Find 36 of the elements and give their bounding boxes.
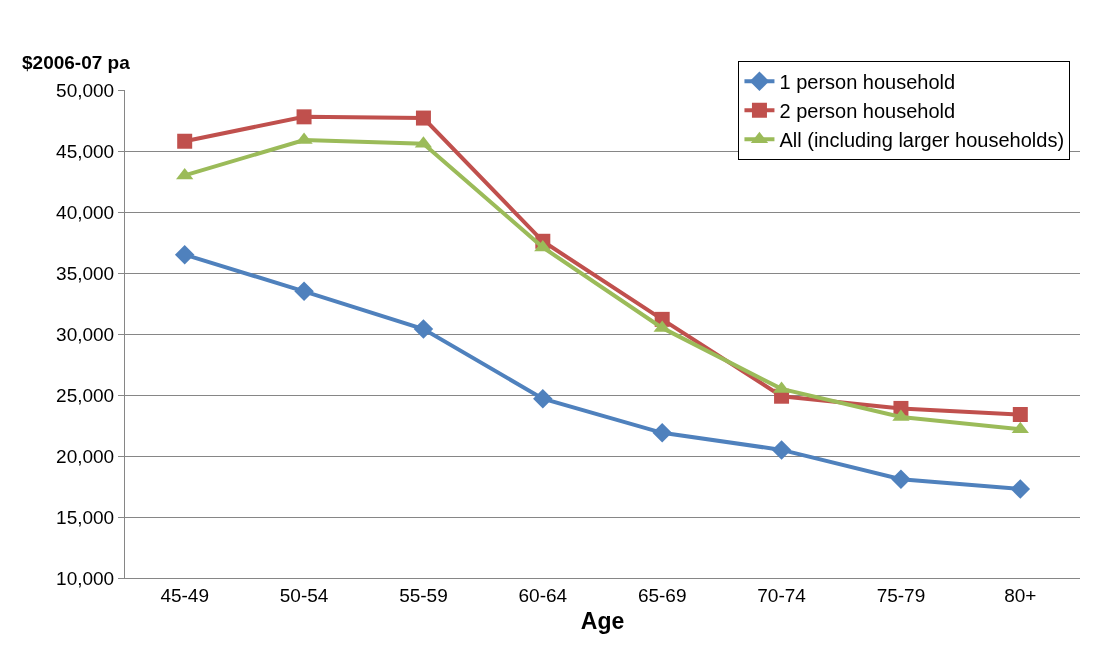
legend-label: 1 person household — [779, 71, 956, 94]
point — [174, 244, 195, 265]
y-tick-label: 15,000 — [56, 506, 115, 528]
x-axis-title: Age — [580, 608, 625, 635]
x-tick-label: 45-49 — [160, 584, 209, 606]
y-tick-label: 30,000 — [56, 323, 115, 345]
y-tick-label: 50,000 — [56, 79, 115, 101]
point — [296, 109, 312, 125]
point — [415, 110, 431, 126]
point — [177, 133, 193, 149]
point — [891, 469, 911, 489]
x-tick-label: 75-79 — [876, 584, 926, 606]
point — [771, 440, 792, 460]
legend-label: All (including larger households) — [779, 129, 1065, 152]
point — [652, 423, 672, 443]
y-tick-label: 10,000 — [56, 567, 115, 589]
y-tick-label: 45,000 — [56, 140, 115, 162]
x-tick-label: 50-54 — [279, 584, 329, 606]
point — [294, 281, 314, 302]
point — [1010, 479, 1031, 499]
y-tick-label: 40,000 — [56, 201, 115, 223]
y-tick-label: 35,000 — [56, 262, 115, 284]
legend-label: 2 person household — [779, 100, 956, 123]
x-tick-label: 60-64 — [518, 584, 568, 606]
point — [534, 239, 552, 252]
point — [176, 167, 194, 180]
y-axis-title: $2006-07 pa — [22, 52, 131, 73]
point — [1012, 407, 1028, 423]
point — [413, 319, 434, 339]
y-tick-label: 25,000 — [56, 384, 115, 406]
x-tick-label: 70-74 — [757, 584, 807, 606]
x-tick-label: 65-69 — [637, 584, 687, 606]
x-tick-label: 55-59 — [399, 584, 448, 606]
x-tick-label: 80+ — [1004, 584, 1037, 606]
point — [533, 388, 553, 409]
y-tick-label: 20,000 — [56, 445, 115, 467]
